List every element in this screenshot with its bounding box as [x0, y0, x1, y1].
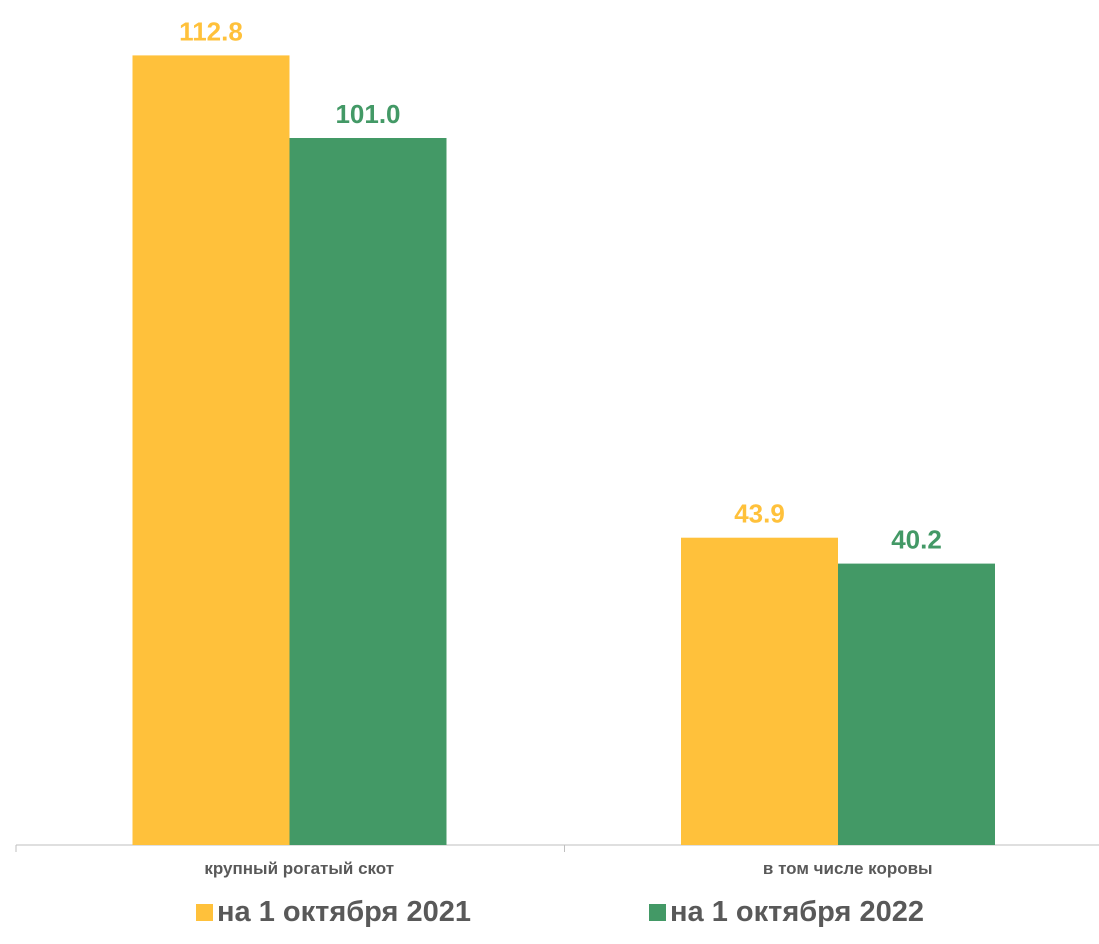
- legend-item-2022: на 1 октября 2022: [649, 888, 924, 936]
- category-label-cattle: крупный рогатый скот: [204, 859, 394, 878]
- data-label-2021-cattle: 112.8: [179, 16, 243, 46]
- data-label-2022-cattle: 101.0: [335, 99, 400, 129]
- bar-2021-cows: [681, 537, 838, 845]
- bar-2022-cows: [838, 563, 995, 845]
- data-label-2022-cows: 40.2: [891, 525, 942, 555]
- category-label-cows: в том числе коровы: [763, 859, 933, 878]
- bar-2022-cattle: [289, 138, 447, 845]
- legend-item-2021: на 1 октября 2021: [196, 888, 471, 936]
- legend-label-2021: на 1 октября 2021: [217, 895, 471, 928]
- bar-2021-cattle: [132, 55, 290, 845]
- legend-swatch-2021: [196, 903, 213, 921]
- bar-chart: 112.8 101.0 крупный рогатый скот 43.9 40.2 в …: [15, 16, 1099, 878]
- legend-label-2022: на 1 октября 2022: [670, 895, 924, 928]
- legend-swatch-2022: [649, 903, 666, 921]
- legend: на 1 октября 2021 на 1 октября 2022: [0, 888, 1099, 936]
- data-label-2021-cows: 43.9: [734, 499, 785, 529]
